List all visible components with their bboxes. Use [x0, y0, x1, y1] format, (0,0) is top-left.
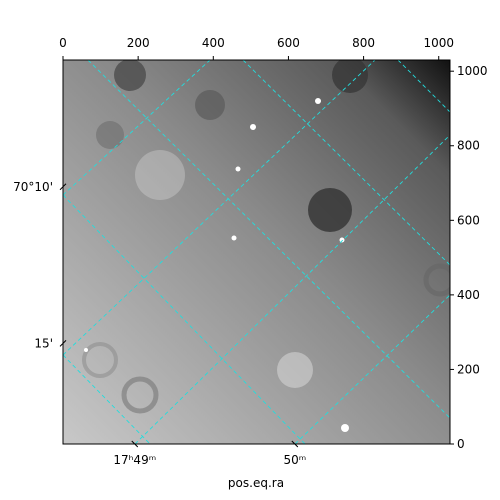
y-tick: [59, 339, 67, 347]
y-tick-label: 400: [457, 288, 480, 302]
x-tick: [291, 440, 299, 448]
y-tick-label: 800: [457, 139, 480, 153]
x-tick: [131, 440, 139, 448]
y-tick-label: 1000: [457, 64, 488, 78]
x-tick-label: 50ᵐ: [283, 453, 306, 467]
y-tick-label: 15': [34, 336, 53, 350]
y-tick-label: 600: [457, 213, 480, 227]
y-tick-label: 0: [457, 437, 465, 451]
x-axis-label: pos.eq.ra: [228, 476, 284, 490]
y-tick-label: 70°10': [13, 180, 53, 194]
y-tick: [59, 183, 67, 191]
frame: [62, 59, 451, 445]
x-tick-label: 600: [277, 36, 300, 50]
x-tick-label: 200: [127, 36, 150, 50]
x-tick-label: 0: [59, 36, 67, 50]
coordinate-grid: [63, 60, 450, 444]
sky-image: [63, 60, 450, 444]
x-tick-label: 400: [202, 36, 225, 50]
x-tick-label: 1000: [423, 36, 454, 50]
y-tick-label: 200: [457, 362, 480, 376]
x-tick-label: 800: [352, 36, 375, 50]
x-tick-label: 17ʰ49ᵐ: [113, 453, 156, 467]
